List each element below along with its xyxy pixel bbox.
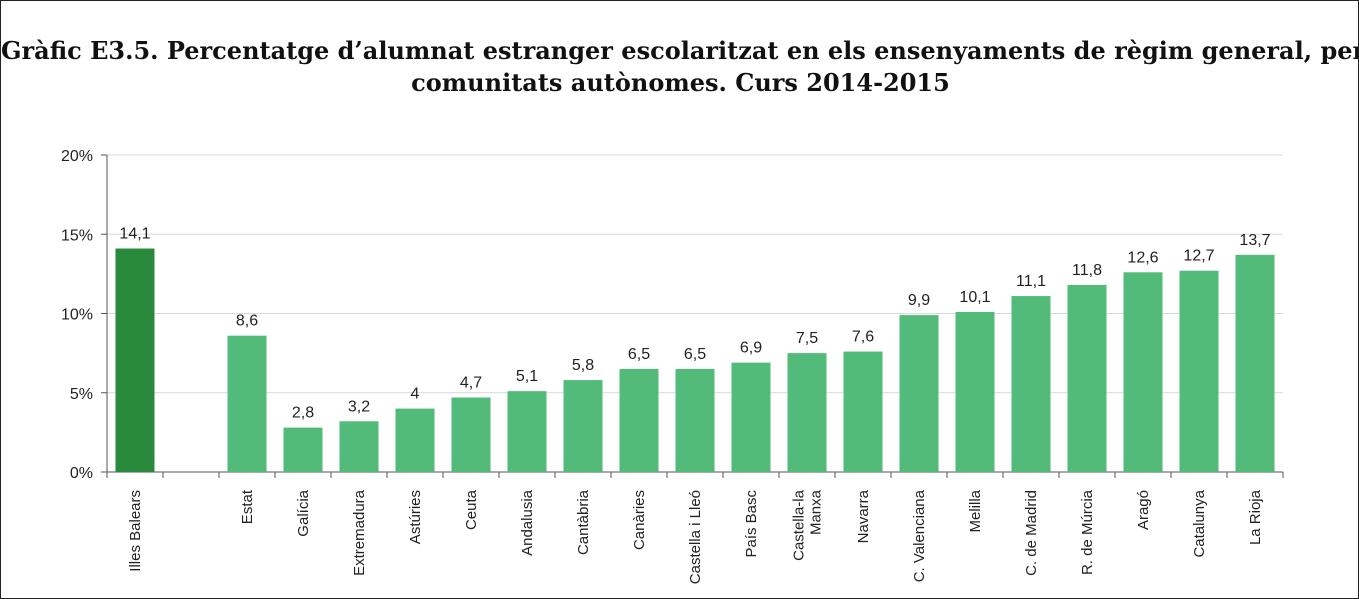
category-label-line: Navarra (855, 489, 872, 543)
category-label: Cantàbria (575, 489, 592, 555)
data-label: 14,1 (119, 226, 150, 243)
bar (843, 351, 883, 472)
data-label: 11,1 (1016, 273, 1046, 290)
data-label: 12,6 (1127, 249, 1158, 266)
category-label-line: Manxa (808, 489, 825, 535)
data-label: 5,1 (516, 368, 538, 385)
chart-title-line-1: Gràfic E3.5. Percentatge d’alumnat estra… (1, 36, 1359, 65)
category-label-line: C. de Madrid (1023, 490, 1040, 576)
data-label: 8,6 (236, 313, 258, 330)
data-label: 7,6 (852, 329, 874, 346)
bar (1123, 272, 1163, 472)
y-tick-label: 10% (61, 307, 93, 324)
data-label: 4 (411, 386, 420, 403)
bar (283, 427, 323, 472)
category-label: Aragó (1135, 490, 1152, 530)
category-label: Ceuta (463, 489, 480, 530)
bar (787, 353, 827, 472)
category-label: Galícia (295, 489, 312, 536)
y-tick-label: 5% (70, 386, 93, 403)
bar (563, 380, 603, 472)
bar (955, 311, 995, 472)
bar (227, 335, 267, 472)
category-label: Catalunya (1191, 489, 1208, 557)
category-label-line: Cantàbria (575, 489, 592, 555)
category-label: Estat (239, 489, 256, 524)
category-label-line: Canàries (631, 490, 648, 550)
category-label-line: Castella i Lleó (687, 490, 704, 584)
category-label-line: Catalunya (1191, 489, 1208, 557)
bar (115, 248, 155, 472)
data-label: 7,5 (796, 330, 818, 347)
data-label: 6,5 (684, 346, 706, 363)
bar (1235, 254, 1275, 472)
data-label: 6,9 (740, 340, 762, 357)
category-label-line: Ceuta (463, 489, 480, 530)
data-label: 5,8 (572, 357, 594, 374)
y-tick-label: 20% (61, 148, 93, 165)
category-label: País Basc (743, 490, 760, 558)
data-label: 11,8 (1072, 262, 1102, 279)
bar (675, 368, 715, 472)
category-label-line: Galícia (295, 489, 312, 536)
category-label: Melilla (967, 489, 984, 532)
category-label-line: C. Valenciana (911, 489, 928, 582)
bar (899, 315, 939, 472)
bar (1067, 284, 1107, 472)
category-label-line: Extremadura (351, 489, 368, 576)
category-label: Castella-la Manxa (791, 489, 825, 561)
bar (395, 408, 435, 472)
data-label: 9,9 (908, 292, 930, 309)
category-label: Illes Balears (127, 490, 144, 572)
bar (731, 362, 771, 472)
data-label: 12,7 (1183, 248, 1214, 265)
category-label-line: Aragó (1135, 490, 1152, 530)
category-label-line: Melilla (967, 489, 984, 532)
data-label: 2,8 (292, 405, 314, 422)
category-label-line: Andalusia (519, 489, 536, 556)
bar (1011, 296, 1051, 472)
category-label: Andalusia (519, 489, 536, 556)
category-label: Astúries (407, 490, 424, 544)
data-label: 3,2 (348, 398, 370, 415)
category-label-line: R. de Múrcia (1079, 489, 1096, 575)
category-label: Extremadura (351, 489, 368, 576)
category-label-line: La Rioja (1247, 489, 1264, 545)
bar (339, 421, 379, 472)
category-label: La Rioja (1247, 489, 1264, 545)
category-label: C. Valenciana (911, 489, 928, 582)
category-label-line: País Basc (743, 490, 760, 558)
data-label: 4,7 (460, 375, 482, 392)
data-label: 6,5 (628, 346, 650, 363)
category-label-line: Estat (239, 489, 256, 524)
bar (619, 368, 659, 472)
y-tick-label: 15% (61, 227, 93, 244)
bar (451, 397, 491, 472)
data-label: 10,1 (959, 289, 990, 306)
category-label-line: Castella-la (791, 489, 808, 561)
category-label-line: Illes Balears (127, 490, 144, 572)
category-label: Canàries (631, 490, 648, 550)
category-label: C. de Madrid (1023, 490, 1040, 576)
chart-title: Gràfic E3.5. Percentatge d’alumnat estra… (1, 35, 1359, 99)
category-label: Castella i Lleó (687, 490, 704, 584)
category-label: Navarra (855, 489, 872, 543)
category-label: R. de Múrcia (1079, 489, 1096, 575)
bar (507, 391, 547, 472)
y-tick-label: 0% (70, 465, 93, 482)
category-label-line: Astúries (407, 490, 424, 544)
data-label: 13,7 (1239, 232, 1270, 249)
chart-title-line-2: comunitats autònomes. Curs 2014-2015 (411, 68, 950, 97)
bar (1179, 270, 1219, 472)
